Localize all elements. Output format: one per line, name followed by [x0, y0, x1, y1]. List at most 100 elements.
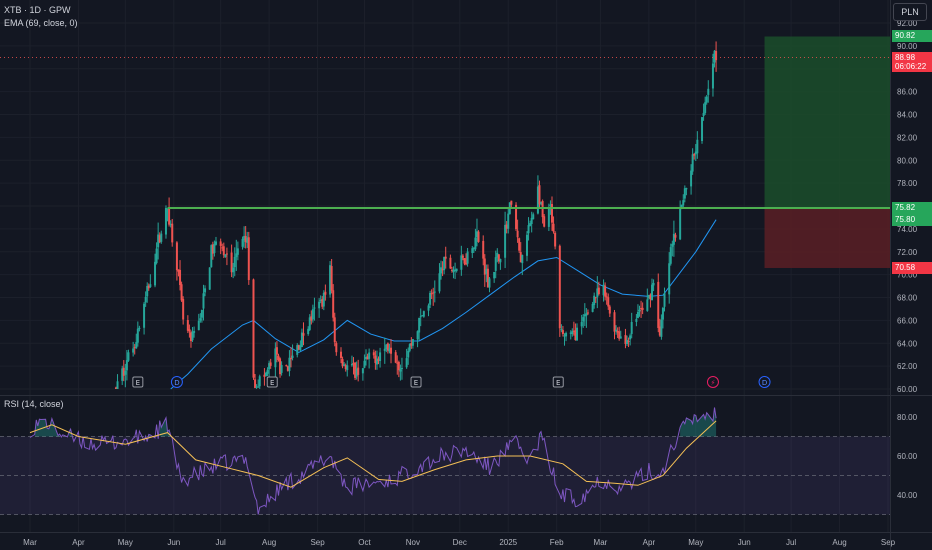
candle-up: [299, 345, 302, 351]
candle-down: [175, 242, 178, 271]
candle-up: [549, 204, 552, 206]
candle-down: [624, 335, 627, 344]
candle-up: [504, 224, 507, 258]
candle-up: [638, 309, 641, 312]
candle-down: [597, 287, 600, 295]
candle-down: [252, 279, 255, 378]
candle-down: [552, 223, 555, 232]
dividend-icon-frame: [170, 376, 183, 388]
candle-up: [630, 321, 633, 334]
candle-down: [335, 343, 338, 353]
rsi-pane: [0, 407, 890, 515]
currency-button[interactable]: PLN: [893, 3, 927, 21]
time-tick-label: Jun: [738, 538, 751, 547]
candle-up: [313, 307, 316, 309]
candle-up: [157, 234, 160, 248]
time-tick-label: Jul: [786, 538, 796, 547]
candle-up: [540, 202, 543, 204]
candle-down: [188, 329, 191, 332]
candle-up: [368, 352, 371, 359]
event-marker-label: E: [556, 379, 560, 387]
candle-up: [144, 296, 147, 303]
candle-up: [494, 257, 497, 271]
candle-up: [258, 376, 261, 387]
time-tick-label: Oct: [358, 538, 371, 547]
price-tick-label: 60.00: [897, 385, 918, 394]
candle-up: [355, 368, 358, 377]
candle-up: [702, 112, 705, 117]
candle-down: [114, 387, 117, 389]
candle-up: [593, 295, 596, 306]
candle-down: [465, 263, 468, 265]
candle-up: [583, 314, 586, 317]
candle-up: [683, 188, 686, 199]
candle-down: [254, 379, 257, 388]
candle-down: [289, 358, 292, 360]
stop-price-tag: 70.58: [892, 261, 932, 274]
candle-down: [657, 281, 660, 328]
event-marker-label: E: [270, 379, 274, 387]
earnings-icon-frame: [410, 376, 422, 388]
candle-up: [580, 322, 583, 327]
candle-down: [230, 252, 233, 273]
event-markers-layer: E D E E E ⚡ D: [132, 376, 771, 388]
candle-up: [585, 313, 588, 316]
candle-up: [575, 327, 578, 341]
candle-down: [352, 363, 355, 365]
candle-up: [375, 358, 378, 365]
candle-up: [149, 284, 152, 287]
candle-down: [432, 292, 435, 294]
horizontal-level-layer[interactable]: [0, 57, 890, 210]
candle-up: [232, 267, 235, 273]
candle-up: [694, 151, 697, 155]
candle-down: [394, 352, 397, 363]
price-tick-label: 64.00: [897, 339, 918, 348]
candle-up: [443, 256, 446, 271]
time-tick-label: Mar: [23, 538, 37, 547]
candle-up: [651, 284, 654, 301]
candle-down: [147, 285, 150, 289]
candle-up: [365, 356, 368, 360]
candle-up: [307, 328, 310, 335]
candle-up: [164, 207, 167, 235]
candle-up: [288, 357, 291, 371]
earnings-icon-frame: [132, 376, 144, 388]
grid-lines: [0, 0, 890, 532]
candle-up: [532, 214, 535, 220]
candle-up: [421, 315, 424, 317]
candle-up: [416, 331, 419, 340]
time-tick-label: Apr: [72, 538, 85, 547]
candle-up: [407, 350, 410, 358]
earnings-icon-frame: [266, 376, 278, 388]
rsi-tick-label: 60.00: [897, 452, 918, 461]
candle-down: [515, 204, 518, 230]
ema-legend[interactable]: EMA (69, close, 0): [4, 18, 78, 28]
candle-down: [330, 266, 333, 291]
candle-up: [629, 335, 632, 340]
candle-down: [618, 331, 621, 339]
candle-down: [449, 257, 452, 269]
candle-down: [550, 203, 553, 223]
candle-down: [344, 365, 347, 370]
candle-up: [454, 269, 457, 272]
symbol-legend[interactable]: XTB · 1D · GPW: [4, 5, 71, 15]
candle-up: [696, 139, 699, 154]
profit-zone: [764, 36, 890, 209]
time-tick-label: May: [688, 538, 703, 547]
candle-up: [268, 363, 271, 370]
candle-down: [594, 297, 597, 299]
candle-up: [529, 223, 532, 226]
candle-up: [635, 318, 638, 322]
candle-up: [127, 352, 130, 361]
candle-down: [574, 330, 577, 341]
candle-up: [485, 268, 488, 274]
event-marker-label: ⚡: [711, 379, 716, 387]
candle-up: [646, 299, 649, 311]
candle-up: [264, 372, 267, 377]
candle-down: [179, 269, 182, 286]
rsi-legend[interactable]: RSI (14, close): [4, 399, 64, 409]
candle-down: [516, 230, 519, 238]
candle-up: [155, 248, 158, 264]
candle-up: [563, 335, 566, 337]
